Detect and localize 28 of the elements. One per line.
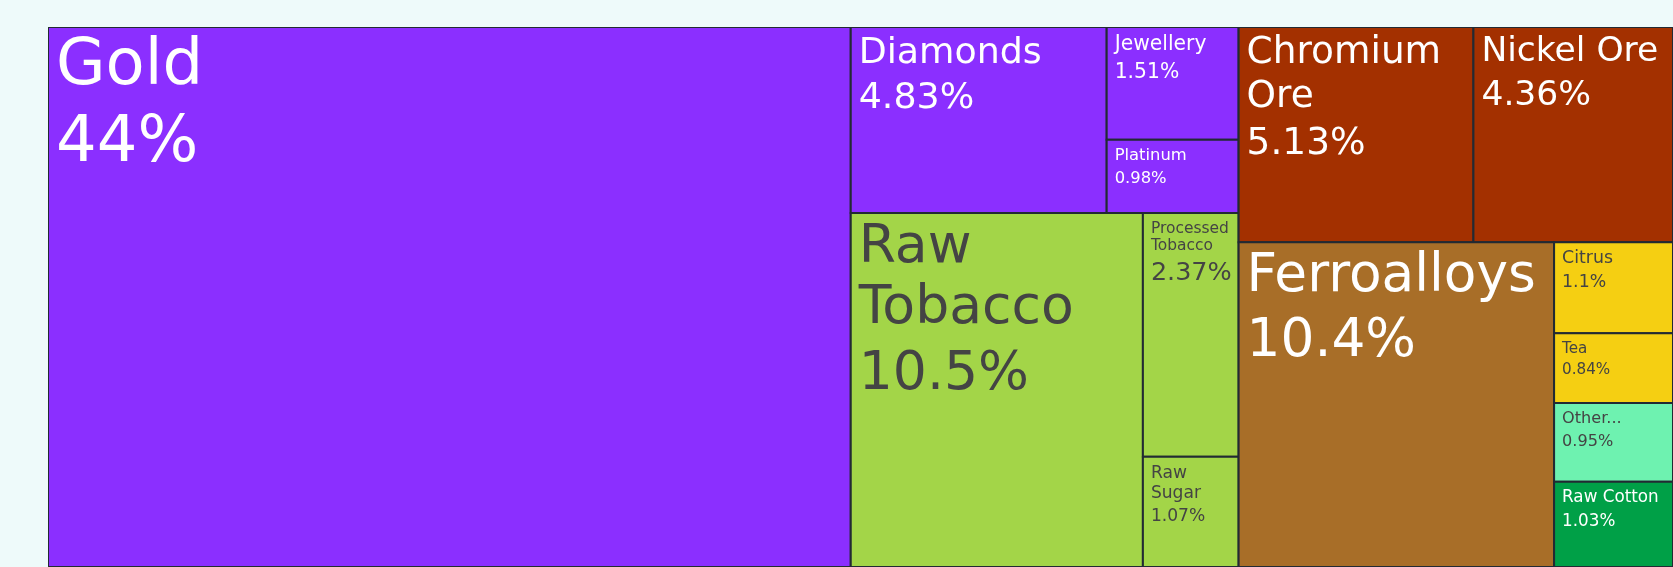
- data-label: 0.95%: [1562, 430, 1614, 450]
- data-label: 1.07%: [1150, 505, 1206, 526]
- data-label: 10.5%: [858, 338, 1030, 402]
- category-label: Raw Sugar: [1150, 461, 1202, 502]
- category-label: Raw Cotton: [1562, 486, 1659, 507]
- data-label: 2.37%: [1150, 255, 1232, 286]
- data-label: 4.83%: [858, 74, 975, 118]
- category-label: Processed Tobacco: [1149, 218, 1229, 255]
- category-label: Ferroalloys: [1246, 240, 1536, 304]
- category-label: Tea: [1561, 338, 1588, 357]
- category-label: Gold: [56, 24, 204, 99]
- category-label: Jewellery: [1112, 31, 1207, 56]
- data-label: 1.1%: [1562, 271, 1607, 292]
- data-label: 44%: [56, 102, 199, 177]
- category-label: Citrus: [1562, 247, 1613, 268]
- data-label: 1.51%: [1114, 58, 1180, 83]
- data-label: 0.98%: [1114, 168, 1167, 188]
- data-label: 1.03%: [1562, 509, 1616, 530]
- data-label: 4.36%: [1481, 72, 1592, 113]
- category-label: Raw Tobacco: [857, 211, 1074, 337]
- data-label: 10.4%: [1246, 306, 1417, 370]
- category-label: Other...: [1562, 408, 1622, 428]
- category-label: Chromium Ore: [1246, 28, 1442, 116]
- data-label: 5.13%: [1246, 118, 1366, 163]
- data-label: 0.84%: [1562, 360, 1611, 379]
- category-label: Diamonds: [858, 28, 1042, 72]
- category-label: Platinum: [1114, 145, 1187, 165]
- category-label: Nickel Ore: [1481, 29, 1659, 70]
